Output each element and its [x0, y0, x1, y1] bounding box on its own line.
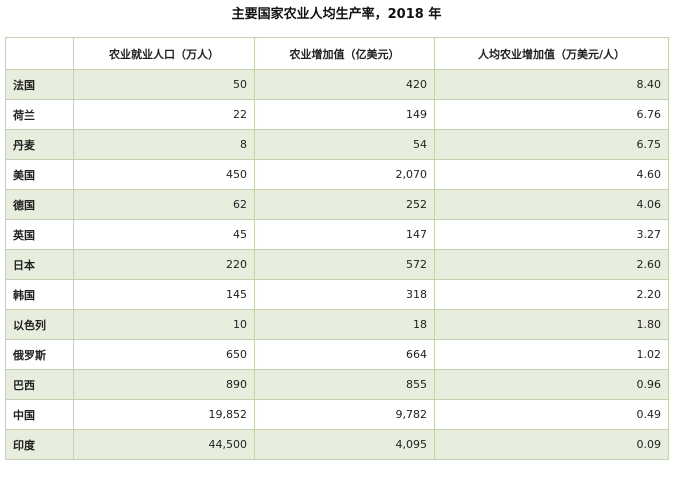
per-capita-cell: 6.76: [434, 99, 669, 130]
employment-cell: 45: [73, 219, 255, 250]
table-row: 美国 450 2,070 4.60: [5, 159, 669, 190]
per-capita-cell: 1.80: [434, 309, 669, 340]
productivity-table: 农业就业人口（万人） 农业增加值（亿美元） 人均农业增加值（万美元/人） 法国 …: [5, 37, 669, 460]
employment-cell: 220: [73, 249, 255, 280]
country-cell: 以色列: [5, 309, 74, 340]
table-row: 印度 44,500 4,095 0.09: [5, 429, 669, 460]
per-capita-cell: 2.20: [434, 279, 669, 310]
country-cell: 丹麦: [5, 129, 74, 160]
table-row: 荷兰 22 149 6.76: [5, 99, 669, 130]
country-cell: 韩国: [5, 279, 74, 310]
value-added-cell: 252: [254, 189, 435, 220]
header-employment: 农业就业人口（万人）: [73, 37, 255, 70]
employment-cell: 8: [73, 129, 255, 160]
per-capita-cell: 6.75: [434, 129, 669, 160]
per-capita-cell: 4.06: [434, 189, 669, 220]
employment-cell: 650: [73, 339, 255, 370]
per-capita-cell: 4.60: [434, 159, 669, 190]
value-added-cell: 18: [254, 309, 435, 340]
employment-cell: 50: [73, 69, 255, 100]
table-row: 以色列 10 18 1.80: [5, 309, 669, 340]
per-capita-cell: 3.27: [434, 219, 669, 250]
table-row: 丹麦 8 54 6.75: [5, 129, 669, 160]
country-cell: 美国: [5, 159, 74, 190]
employment-cell: 450: [73, 159, 255, 190]
table-row: 德国 62 252 4.06: [5, 189, 669, 220]
employment-cell: 10: [73, 309, 255, 340]
country-cell: 德国: [5, 189, 74, 220]
country-cell: 法国: [5, 69, 74, 100]
per-capita-cell: 0.09: [434, 429, 669, 460]
per-capita-cell: 8.40: [434, 69, 669, 100]
value-added-cell: 664: [254, 339, 435, 370]
value-added-cell: 2,070: [254, 159, 435, 190]
table-row: 俄罗斯 650 664 1.02: [5, 339, 669, 370]
header-country: [5, 37, 74, 70]
header-row: 农业就业人口（万人） 农业增加值（亿美元） 人均农业增加值（万美元/人）: [5, 37, 669, 70]
country-cell: 俄罗斯: [5, 339, 74, 370]
per-capita-cell: 0.49: [434, 399, 669, 430]
table-row: 法国 50 420 8.40: [5, 69, 669, 100]
value-added-cell: 4,095: [254, 429, 435, 460]
value-added-cell: 420: [254, 69, 435, 100]
per-capita-cell: 0.96: [434, 369, 669, 400]
value-added-cell: 54: [254, 129, 435, 160]
table-row: 韩国 145 318 2.20: [5, 279, 669, 310]
employment-cell: 19,852: [73, 399, 255, 430]
country-cell: 中国: [5, 399, 74, 430]
table-row: 中国 19,852 9,782 0.49: [5, 399, 669, 430]
header-value-added: 农业增加值（亿美元）: [254, 37, 435, 70]
employment-cell: 62: [73, 189, 255, 220]
employment-cell: 890: [73, 369, 255, 400]
employment-cell: 44,500: [73, 429, 255, 460]
table-title: 主要国家农业人均生产率，2018 年: [231, 7, 442, 22]
value-added-cell: 855: [254, 369, 435, 400]
table-row: 日本 220 572 2.60: [5, 249, 669, 280]
employment-cell: 145: [73, 279, 255, 310]
employment-cell: 22: [73, 99, 255, 130]
per-capita-cell: 2.60: [434, 249, 669, 280]
value-added-cell: 318: [254, 279, 435, 310]
value-added-cell: 572: [254, 249, 435, 280]
table-row: 巴西 890 855 0.96: [5, 369, 669, 400]
value-added-cell: 149: [254, 99, 435, 130]
country-cell: 荷兰: [5, 99, 74, 130]
country-cell: 巴西: [5, 369, 74, 400]
country-cell: 日本: [5, 249, 74, 280]
value-added-cell: 9,782: [254, 399, 435, 430]
header-per-capita: 人均农业增加值（万美元/人）: [434, 37, 669, 70]
country-cell: 印度: [5, 429, 74, 460]
per-capita-cell: 1.02: [434, 339, 669, 370]
table-row: 英国 45 147 3.27: [5, 219, 669, 250]
value-added-cell: 147: [254, 219, 435, 250]
country-cell: 英国: [5, 219, 74, 250]
